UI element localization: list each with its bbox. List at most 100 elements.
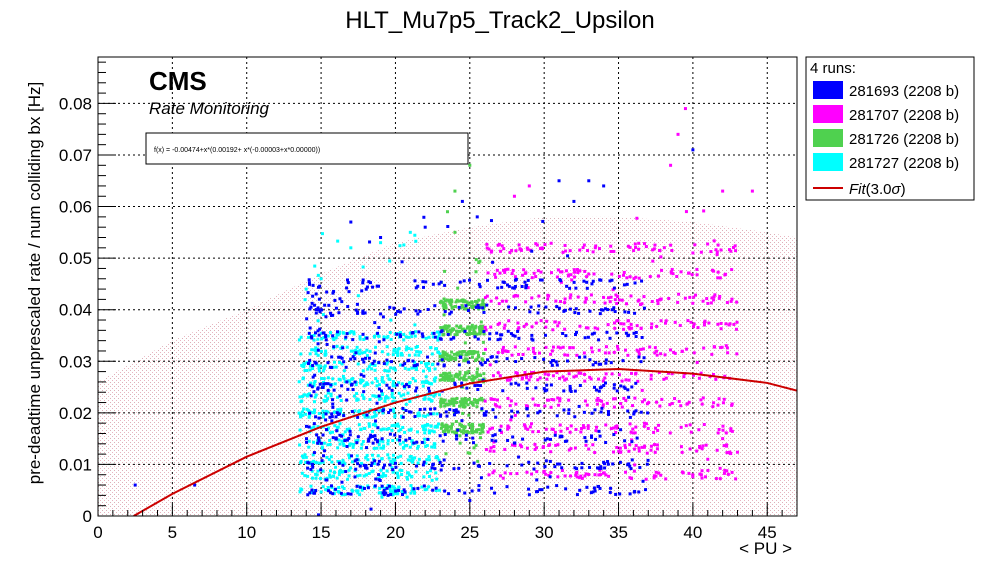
point-281693 (540, 278, 544, 282)
point-281693 (548, 437, 552, 441)
point-281727 (333, 382, 337, 386)
point-281726 (445, 357, 449, 361)
point-281693 (555, 414, 559, 418)
point-281693 (627, 310, 631, 314)
point-281707 (579, 427, 583, 431)
point-281707 (735, 300, 739, 304)
point-281727 (426, 413, 430, 417)
point-281707 (691, 473, 695, 477)
point-281707 (575, 475, 579, 479)
point-281693 (477, 282, 481, 286)
point-281727 (392, 347, 396, 351)
point-281707 (700, 476, 704, 480)
point-281693 (602, 462, 606, 466)
legend-swatch (813, 81, 843, 99)
point-281727 (410, 366, 414, 370)
point-281727 (402, 333, 406, 337)
point-281707 (691, 475, 695, 479)
point-281707 (569, 424, 573, 428)
point-281693 (407, 410, 411, 414)
point-281693 (633, 489, 637, 493)
point-281693 (317, 416, 321, 420)
point-281693 (311, 375, 315, 379)
point-281707 (624, 470, 628, 474)
point-281693 (558, 435, 562, 439)
point-281707 (653, 346, 657, 350)
point-281707 (514, 402, 518, 406)
point-281726 (453, 333, 457, 337)
point-281707 (550, 427, 554, 431)
point-281727 (329, 455, 333, 459)
point-281707 (552, 398, 556, 402)
point-281707 (679, 404, 683, 408)
point-281707 (723, 273, 727, 277)
point-281707 (677, 399, 681, 403)
point-281693 (496, 286, 500, 290)
point-281727 (322, 380, 326, 384)
point-281726 (478, 332, 482, 336)
point-281693 (370, 461, 374, 465)
point-281707 (633, 396, 637, 400)
point-281707 (531, 397, 535, 401)
point-281693 (513, 334, 517, 338)
point-281707 (502, 247, 506, 251)
point-281693 (574, 307, 578, 311)
legend-header: 4 runs: (810, 60, 856, 77)
point-281726 (470, 301, 474, 305)
point-281707 (720, 345, 724, 349)
point-281707 (683, 296, 687, 300)
point-281707 (702, 209, 706, 213)
point-281707 (735, 450, 739, 454)
point-281727 (410, 475, 414, 479)
point-281726 (460, 353, 464, 357)
point-281693 (525, 407, 529, 411)
point-281707 (556, 443, 560, 447)
point-281707 (716, 322, 720, 326)
point-281693 (340, 480, 344, 484)
point-281693 (326, 388, 330, 392)
point-281707 (667, 371, 671, 375)
point-281707 (549, 471, 553, 475)
point-281707 (648, 345, 652, 349)
point-281707 (547, 443, 551, 447)
point-281727 (312, 400, 316, 404)
point-281693-outlier (557, 179, 561, 183)
point-281727 (378, 474, 382, 478)
point-281707 (498, 271, 502, 275)
point-281727 (380, 379, 384, 383)
point-281693 (367, 356, 371, 360)
point-281693 (376, 462, 380, 466)
point-281726 (475, 371, 479, 375)
point-281727 (358, 335, 362, 339)
point-281693 (358, 485, 362, 489)
point-281726 (453, 397, 457, 401)
point-281693 (415, 464, 419, 468)
point-281727 (414, 367, 418, 371)
point-281707 (604, 473, 608, 477)
point-281726 (461, 398, 465, 402)
point-281707 (583, 399, 587, 403)
point-281727 (377, 397, 381, 401)
point-281693 (381, 491, 385, 495)
point-281693 (332, 289, 336, 293)
point-281693 (427, 389, 431, 393)
point-281707 (711, 405, 715, 409)
point-281693 (379, 312, 383, 316)
point-281693 (355, 484, 359, 488)
point-281707 (545, 377, 549, 381)
point-281693-outlier (133, 483, 137, 487)
point-281693 (388, 432, 392, 436)
point-281726 (472, 398, 476, 402)
point-281693 (407, 385, 411, 389)
point-281707 (535, 470, 539, 474)
point-281727 (320, 377, 324, 381)
point-281707 (563, 474, 567, 478)
point-281693 (306, 466, 310, 470)
point-281693 (612, 386, 616, 390)
point-281707 (561, 345, 565, 349)
point-281693 (529, 305, 533, 309)
point-281727 (311, 411, 315, 415)
point-281707-outlier (676, 132, 680, 136)
point-281707 (579, 474, 583, 478)
point-281726 (471, 426, 475, 430)
